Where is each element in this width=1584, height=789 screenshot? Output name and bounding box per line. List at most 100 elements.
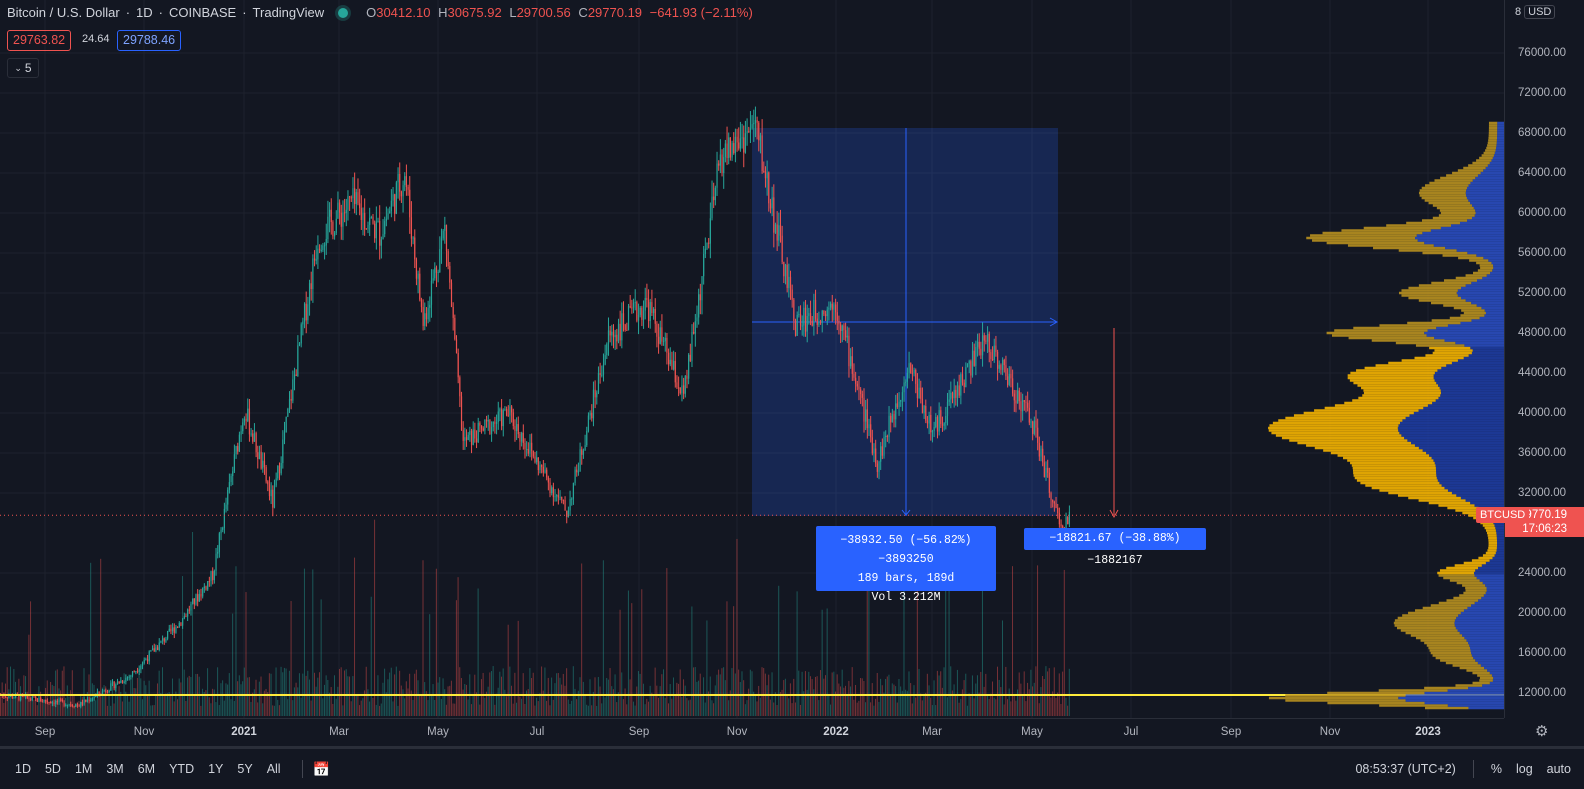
volume-bar	[283, 667, 285, 716]
range-button-5y[interactable]: 5Y	[237, 762, 253, 776]
range-button-all[interactable]: All	[266, 762, 281, 776]
log-scale-toggle[interactable]: log	[1515, 762, 1533, 776]
volume-profile-down	[1397, 494, 1457, 497]
price-axis[interactable]: 76000.00 72000.00 68000.00 64000.00 60000.00…	[1504, 0, 1584, 740]
candle-body	[58, 699, 60, 703]
candle-body	[958, 385, 960, 396]
sell-button[interactable]: 29763.82	[7, 30, 72, 51]
interval[interactable]: 1D	[136, 5, 153, 20]
volume-bar	[811, 679, 813, 716]
volume-profile-down	[1415, 609, 1464, 612]
candle-body	[693, 332, 695, 334]
candle-body	[1000, 365, 1002, 370]
candle-body	[278, 465, 281, 474]
volume-bar	[480, 679, 482, 716]
candle-body	[871, 437, 873, 454]
volume-profile-up	[1440, 226, 1504, 230]
candle-body	[624, 324, 626, 330]
volume-bar	[617, 692, 619, 716]
volume-profile-down	[1430, 651, 1472, 655]
volume-bar	[866, 549, 868, 716]
buy-button[interactable]: 29788.46	[117, 30, 182, 51]
settings-gear-icon[interactable]: ⚙	[1535, 723, 1549, 740]
volume-bar	[260, 676, 262, 716]
auto-scale-toggle[interactable]: auto	[1546, 762, 1571, 776]
candle-body	[709, 218, 711, 244]
candle-body	[155, 647, 157, 652]
volume-bar	[335, 698, 337, 716]
candle-body	[298, 343, 301, 346]
price-tick-label: 20000.00	[1518, 607, 1566, 619]
legend-header[interactable]: Bitcoin / U.S. Dollar · 1D · COINBASE · …	[7, 5, 753, 20]
volume-profile-up	[1474, 601, 1504, 605]
range-button-6m[interactable]: 6M	[137, 762, 156, 776]
range-button-1y[interactable]: 1Y	[208, 762, 224, 776]
volume-profile-down	[1398, 249, 1457, 252]
range-button-3m[interactable]: 3M	[106, 762, 124, 776]
price-chart[interactable]	[0, 0, 1504, 718]
volume-profile-up	[1481, 596, 1504, 600]
volume-bar	[526, 690, 528, 716]
candle-body	[140, 665, 142, 670]
candle-body	[910, 363, 912, 374]
time-axis[interactable]: Sep Nov 2021 Mar May Jul Sep Nov 2022 Mar May Jul Se…	[0, 718, 1504, 746]
range-button-1m[interactable]: 1M	[74, 762, 93, 776]
candle-body	[514, 426, 516, 431]
volume-bar	[688, 700, 690, 716]
currency-menu[interactable]: 8 USD	[1515, 5, 1556, 19]
volume-profile-down	[1429, 346, 1471, 350]
volume-profile-down	[1401, 359, 1458, 362]
volume-bar	[425, 691, 427, 716]
measure-change: −38932.50 (−56.82%) −3893250	[840, 534, 972, 566]
volume-bar	[581, 563, 583, 716]
volume-bar	[517, 620, 519, 716]
volume-bar	[297, 687, 299, 716]
volume-bar	[108, 688, 110, 716]
volume-bar	[43, 701, 45, 716]
percent-scale-toggle[interactable]: %	[1490, 762, 1502, 776]
volume-bar	[60, 690, 62, 716]
candle-body	[678, 387, 680, 389]
volume-profile-up	[1489, 671, 1504, 675]
candle-body	[464, 437, 466, 441]
volume-bar	[589, 679, 591, 716]
volume-profile-down	[1397, 616, 1457, 620]
volume-profile-up	[1436, 326, 1504, 330]
candle-body	[526, 448, 528, 450]
volume-profile-down	[1432, 351, 1472, 355]
symbol-name[interactable]: Bitcoin / U.S. Dollar	[7, 5, 120, 20]
volume-bar	[1053, 667, 1055, 716]
candle-body	[437, 272, 439, 274]
range-button-1d[interactable]: 1D	[15, 762, 31, 776]
range-button-5d[interactable]: 5D	[44, 762, 61, 776]
volume-bar	[599, 686, 601, 716]
volume-bar	[372, 697, 374, 716]
indicators-toggle[interactable]: ⌄ 5	[7, 58, 39, 78]
volume-profile-up	[1496, 536, 1504, 540]
range-button-ytd[interactable]: YTD	[169, 762, 195, 776]
candle-body	[956, 385, 959, 398]
candle-body	[1028, 407, 1030, 423]
volume-bar	[819, 670, 821, 716]
timezone-clock[interactable]: 08:53:37 (UTC+2)	[1355, 762, 1456, 776]
volume-bar	[21, 695, 23, 716]
volume-bar	[803, 691, 805, 716]
candle-body	[339, 202, 341, 213]
volume-bar	[278, 705, 280, 716]
volume-profile-up	[1496, 539, 1504, 542]
volume-bar	[143, 680, 145, 716]
goto-date-icon[interactable]: 📅	[312, 760, 331, 777]
candle-body	[277, 465, 279, 479]
chart-area[interactable]: Bitcoin / U.S. Dollar · 1D · COINBASE · …	[0, 0, 1504, 718]
candle-body	[200, 593, 202, 597]
volume-bar	[784, 678, 786, 716]
volume-bar	[153, 705, 155, 716]
volume-bar	[422, 560, 424, 716]
volume-profile-down	[1350, 371, 1435, 375]
candle-body	[534, 456, 536, 463]
market-status-icon[interactable]	[338, 7, 349, 18]
candle-body	[110, 683, 112, 691]
volume-profile-up	[1492, 156, 1504, 160]
candle-body	[372, 217, 374, 224]
volume-bar	[664, 698, 666, 716]
